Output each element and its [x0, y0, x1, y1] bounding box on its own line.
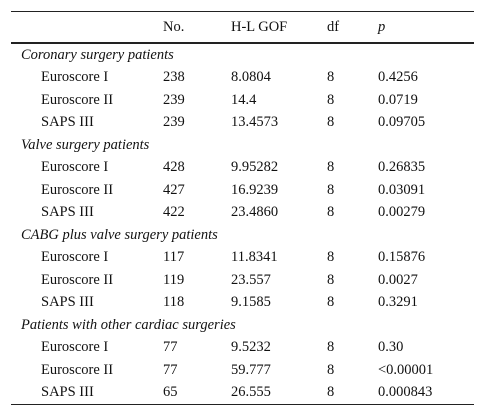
results-table-container: No. H-L GOF df p Coronary surgery patien… [11, 11, 474, 405]
cell-hl-gof: 9.95282 [231, 159, 279, 176]
row-label: Euroscore I [41, 249, 109, 266]
row-label: Euroscore I [41, 339, 109, 356]
cell-df: 8 [327, 361, 335, 378]
cell-p: 0.09705 [378, 114, 426, 131]
header-label [11, 12, 163, 44]
cell-p: 0.4256 [378, 69, 418, 86]
table-row: SAPS III 239 13.4573 8 0.09705 [11, 112, 474, 135]
cell-hl-gof: 23.4860 [231, 204, 279, 221]
cell-no: 65 [163, 381, 231, 405]
table-row: Euroscore I 117 11.8341 8 0.15876 [11, 247, 474, 270]
table-row: Euroscore II 427 16.9239 8 0.03091 [11, 179, 474, 202]
row-label: Euroscore I [41, 159, 109, 176]
cell-df: 8 [327, 249, 335, 266]
cell-hl-gof: 9.5232 [231, 339, 271, 356]
cell-no: 77 [163, 361, 178, 378]
cell-df: 8 [327, 204, 335, 221]
row-label: Euroscore II [41, 361, 114, 378]
row-label: Euroscore II [41, 271, 114, 288]
row-label: SAPS III [41, 294, 94, 311]
cell-hl-gof: 9.1585 [231, 294, 271, 311]
group-header-row: CABG plus valve surgery patients [11, 224, 474, 247]
cell-no: 77 [163, 339, 178, 356]
top-rule [11, 11, 474, 12]
table-row: Euroscore II 77 59.777 8 <0.00001 [11, 359, 474, 382]
table-row: SAPS III 118 9.1585 8 0.3291 [11, 292, 474, 315]
row-label: SAPS III [41, 114, 94, 131]
cell-df: 8 [327, 181, 335, 198]
table-row: Euroscore I 428 9.95282 8 0.26835 [11, 157, 474, 180]
cell-p: 0.30 [378, 339, 404, 356]
header-p: p [378, 12, 474, 44]
row-label: Euroscore II [41, 181, 114, 198]
cell-df: 8 [327, 159, 335, 176]
cell-df: 8 [327, 69, 335, 86]
header-hl-gof: H-L GOF [231, 12, 327, 44]
cell-hl-gof: 16.9239 [231, 181, 279, 198]
row-label: SAPS III [11, 381, 163, 405]
group-title: CABG plus valve surgery patients [21, 226, 218, 243]
cell-p: 0.0719 [378, 91, 418, 108]
cell-hl-gof: 14.4 [231, 91, 257, 108]
cell-no: 422 [163, 204, 185, 221]
table-row: SAPS III 422 23.4860 8 0.00279 [11, 202, 474, 225]
table-body: Coronary surgery patients Euroscore I 238 8… [11, 43, 474, 405]
cell-df: 8 [327, 294, 335, 311]
cell-p: <0.00001 [378, 361, 434, 378]
header-df: df [327, 12, 378, 44]
cell-no: 119 [163, 271, 185, 288]
table-row: Euroscore I 77 9.5232 8 0.30 [11, 337, 474, 360]
cell-hl-gof: 26.555 [231, 381, 327, 405]
cell-hl-gof: 11.8341 [231, 249, 278, 266]
cell-p: 0.00279 [378, 204, 426, 221]
cell-no: 118 [163, 294, 185, 311]
cell-hl-gof: 13.4573 [231, 114, 279, 131]
group-header-row: Valve surgery patients [11, 134, 474, 157]
table-row: SAPS III 65 26.555 8 0.000843 [11, 381, 474, 405]
group-header-row: Coronary surgery patients [11, 43, 474, 67]
row-label: SAPS III [41, 204, 94, 221]
hl-gof-table: No. H-L GOF df p Coronary surgery patien… [11, 11, 474, 405]
cell-df: 8 [327, 271, 335, 288]
cell-df: 8 [327, 114, 335, 131]
cell-p: 0.000843 [378, 381, 474, 405]
cell-no: 239 [163, 114, 185, 131]
table-row: Euroscore II 119 23.557 8 0.0027 [11, 269, 474, 292]
cell-hl-gof: 23.557 [231, 271, 271, 288]
cell-no: 427 [163, 181, 185, 198]
cell-df: 8 [327, 339, 335, 356]
cell-no: 117 [163, 249, 185, 266]
row-label: Euroscore I [41, 69, 109, 86]
row-label: Euroscore II [41, 91, 114, 108]
group-title: Valve surgery patients [21, 136, 150, 153]
group-header-row: Patients with other cardiac surgeries [11, 314, 474, 337]
cell-no: 238 [163, 69, 185, 86]
cell-p: 0.0027 [378, 271, 418, 288]
cell-p: 0.03091 [378, 181, 426, 198]
header-no: No. [163, 12, 231, 44]
cell-p: 0.3291 [378, 294, 418, 311]
header-row: No. H-L GOF df p [11, 12, 474, 44]
group-title: Patients with other cardiac surgeries [21, 316, 236, 333]
cell-df: 8 [327, 91, 335, 108]
cell-hl-gof: 59.777 [231, 361, 271, 378]
cell-no: 239 [163, 91, 185, 108]
cell-p: 0.15876 [378, 249, 426, 266]
table-row: Euroscore I 238 8.0804 8 0.4256 [11, 67, 474, 90]
group-title: Coronary surgery patients [21, 46, 174, 63]
cell-p: 0.26835 [378, 159, 426, 176]
cell-no: 428 [163, 159, 185, 176]
cell-hl-gof: 8.0804 [231, 69, 271, 86]
cell-df: 8 [327, 381, 378, 405]
table-row: Euroscore II 239 14.4 8 0.0719 [11, 89, 474, 112]
